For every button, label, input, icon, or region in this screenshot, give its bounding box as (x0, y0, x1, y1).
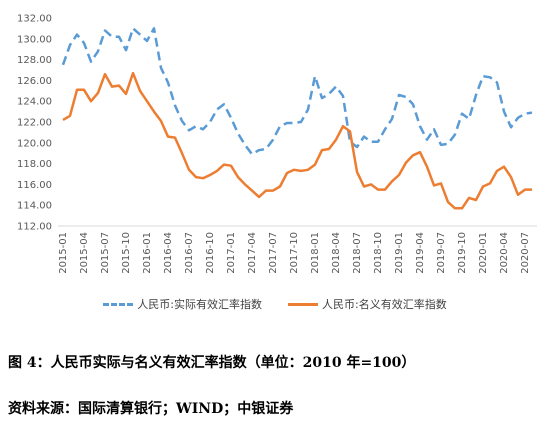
source-note: 资料来源：国际清算银行；WIND；中银证券 (8, 401, 294, 417)
x-tick-label: 2016-10 (205, 232, 216, 274)
series-line-1 (62, 71, 532, 210)
x-tick-label: 2017-10 (289, 232, 300, 274)
x-tick-label: 2018-10 (373, 232, 384, 274)
y-tick-label: 112.00 (17, 222, 52, 233)
legend-swatch-real (103, 302, 134, 306)
x-tick-label: 2017-07 (268, 232, 279, 274)
y-tick-label: 132.00 (17, 14, 52, 25)
legend-swatch-nominal (288, 302, 318, 306)
y-tick-label: 122.00 (17, 118, 52, 129)
x-tick-label: 2018-04 (331, 232, 342, 274)
x-tick-label: 2016-04 (163, 232, 174, 274)
x-tick-label: 2020-07 (520, 232, 531, 274)
x-tick-label: 2020-01 (478, 232, 489, 274)
x-tick-label: 2020-04 (499, 232, 510, 274)
x-tick-label: 2018-01 (310, 232, 321, 274)
y-tick-label: 130.00 (17, 34, 52, 45)
x-tick-label: 2017-04 (247, 232, 258, 274)
legend-item-nominal: 人民币:名义有效汇率指数 (288, 296, 447, 312)
y-tick-label: 128.00 (17, 55, 52, 66)
chart-axes: 112.00 114.00 116.00 118.00 120.00 122.00 124.… (17, 14, 531, 274)
y-tick-label: 114.00 (17, 201, 52, 212)
y-tick-label: 124.00 (17, 97, 52, 108)
x-tick-label: 2019-10 (457, 232, 468, 274)
legend-item-real: 人民币:实际有效汇率指数 (103, 296, 262, 312)
x-tick-label: 2015-04 (79, 232, 90, 274)
x-tick-label: 2019-04 (415, 232, 426, 274)
y-tick-label: 116.00 (17, 180, 52, 191)
chart-legend: 人民币:实际有效汇率指数 人民币:名义有效汇率指数 (0, 296, 550, 312)
legend-label-nominal: 人民币:名义有效汇率指数 (322, 298, 447, 311)
x-tick-label: 2017-01 (226, 232, 237, 274)
x-tick-label: 2015-01 (58, 232, 69, 274)
x-tick-label: 2016-07 (184, 232, 195, 274)
legend-label-real: 人民币:实际有效汇率指数 (137, 298, 262, 311)
y-tick-label: 118.00 (17, 159, 52, 170)
series-line-0 (61, 27, 533, 156)
y-tick-label: 126.00 (17, 76, 52, 87)
x-tick-label: 2016-01 (142, 232, 153, 274)
x-tick-label: 2019-07 (436, 232, 447, 274)
x-tick-label: 2015-07 (100, 232, 111, 274)
y-tick-label: 120.00 (17, 138, 52, 149)
x-tick-label: 2015-10 (121, 232, 132, 274)
chart-series (61, 27, 533, 210)
x-tick-label: 2019-01 (394, 232, 405, 274)
x-tick-label: 2018-07 (352, 232, 363, 274)
figure-caption: 图 4：人民币实际与名义有效汇率指数（单位：2010 年=100） (8, 355, 416, 371)
